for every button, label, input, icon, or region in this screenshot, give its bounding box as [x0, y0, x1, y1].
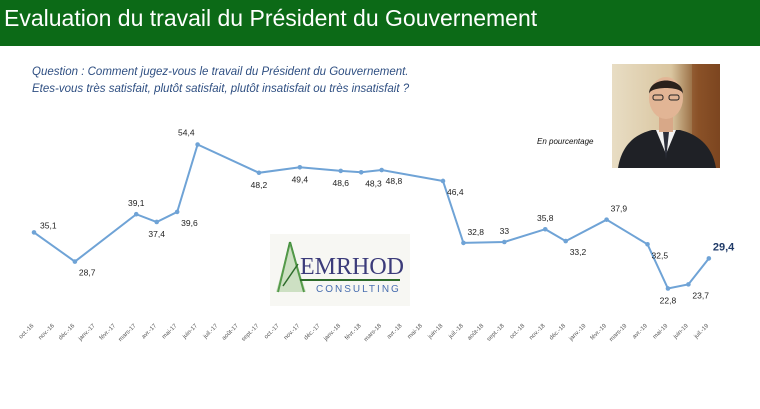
data-label: 48,6: [332, 178, 349, 188]
data-label: 35,8: [537, 213, 554, 223]
data-label: 39,1: [128, 198, 145, 208]
x-tick-label: juil.-18: [447, 323, 465, 341]
series-line: [33, 143, 710, 290]
data-labels: 35,1 28,7 39,1 37,4 39,6 54,4 48,2 49,4 48,6 48,3…: [40, 128, 735, 306]
data-point: [154, 219, 159, 225]
question-line-1: Question : Comment jugez-vous le travail…: [32, 66, 409, 78]
data-point: [338, 168, 344, 174]
x-tick-label: août-18: [467, 323, 486, 342]
x-tick-label: févr.-19: [590, 323, 609, 342]
data-point: [604, 217, 609, 222]
x-tick-label: nov.-18: [529, 323, 548, 342]
data-point: [133, 211, 139, 217]
data-point: [379, 167, 384, 173]
data-markers: [31, 142, 712, 291]
x-tick-label: nov.-16: [38, 323, 57, 342]
logo-text: EMRHOD: [300, 254, 404, 280]
x-tick-label: mars-17: [118, 323, 138, 343]
x-tick-label: avr.-17: [141, 323, 159, 341]
x-tick-label: mai-19: [652, 323, 670, 341]
data-label: 37,4: [148, 229, 165, 239]
data-point: [440, 178, 446, 184]
data-point: [563, 238, 568, 244]
data-point: [297, 164, 303, 170]
x-tick-label: août-17: [221, 323, 240, 342]
data-label: 23,7: [692, 290, 709, 300]
x-tick-label: avr.-18: [386, 323, 404, 341]
data-label: 48,8: [386, 176, 403, 186]
header-bar: Evaluation du travail du Président du Go…: [0, 0, 760, 46]
data-point: [174, 209, 180, 215]
data-label: 33: [500, 226, 510, 236]
data-label: 37,9: [611, 204, 628, 214]
data-point: [256, 170, 262, 176]
data-label: 39,6: [181, 218, 198, 228]
x-tick-label: oct.-17: [264, 323, 282, 341]
data-point: [706, 256, 712, 261]
x-tick-label: mars-18: [363, 323, 383, 343]
x-tick-label: sept.-18: [486, 323, 506, 343]
x-tick-label: janv.-17: [77, 323, 97, 343]
x-tick-label: mars-19: [609, 323, 629, 343]
x-tick-label: févr.-17: [99, 323, 118, 342]
portrait-photo: [612, 64, 720, 168]
page-title: Evaluation du travail du Président du Go…: [4, 5, 538, 31]
x-tick-label: mai-17: [161, 323, 179, 341]
logo-mark: [276, 241, 306, 293]
emrhod-logo: EMRHOD CONSULTING: [270, 234, 410, 306]
data-point: [195, 142, 200, 147]
data-point: [645, 241, 650, 247]
x-tick-label: janv.-18: [322, 323, 342, 343]
data-label: 49,4: [292, 174, 309, 184]
data-point: [461, 240, 466, 246]
x-axis-ticks: oct.-16 nov.-16 déc.-16 janv.-17 févr.-17 mar…: [18, 323, 711, 343]
x-tick-label: oct.-18: [509, 323, 527, 341]
x-tick-label: juil.-19: [693, 323, 711, 341]
x-tick-label: juin-17: [181, 323, 199, 341]
x-tick-label: juin-19: [672, 323, 690, 341]
data-label: 32,8: [467, 227, 484, 237]
data-point: [358, 170, 364, 175]
x-tick-label: nov.-17: [283, 323, 302, 342]
data-label: 48,2: [251, 180, 268, 190]
x-tick-label: juin-18: [427, 323, 445, 341]
x-tick-label: oct.-16: [18, 323, 36, 341]
x-tick-label: janv.-19: [568, 323, 588, 343]
x-tick-label: déc.-16: [58, 323, 77, 342]
data-point: [686, 282, 691, 287]
data-label: 29,4: [713, 241, 735, 253]
question-text: Question : Comment jugez-vous le travail…: [32, 64, 409, 98]
question-line-2: Etes-vous très satisfait, plutôt satisfa…: [32, 83, 410, 95]
data-point: [502, 239, 507, 245]
data-label: 32,5: [652, 250, 669, 260]
data-point: [31, 230, 37, 235]
x-tick-label: mai-18: [407, 323, 425, 341]
logo-subtitle: CONSULTING: [316, 284, 401, 295]
x-tick-label: févr.-18: [344, 323, 363, 342]
data-point: [665, 286, 671, 291]
data-label: 28,7: [79, 268, 96, 278]
data-label: 48,3: [365, 178, 382, 188]
data-point: [72, 259, 78, 264]
data-label: 35,1: [40, 220, 57, 230]
data-label: 46,4: [447, 187, 464, 197]
data-label: 33,2: [570, 247, 587, 257]
unit-note: En pourcentage: [537, 137, 594, 146]
x-tick-label: sept.-17: [241, 323, 261, 343]
data-point: [542, 226, 548, 232]
data-label: 54,4: [178, 128, 195, 138]
x-tick-label: déc.-17: [303, 323, 322, 342]
x-tick-label: juil.-17: [202, 323, 220, 341]
data-label: 22,8: [660, 295, 677, 305]
x-tick-label: avr.-19: [632, 323, 650, 341]
x-tick-label: déc.-18: [549, 323, 568, 342]
